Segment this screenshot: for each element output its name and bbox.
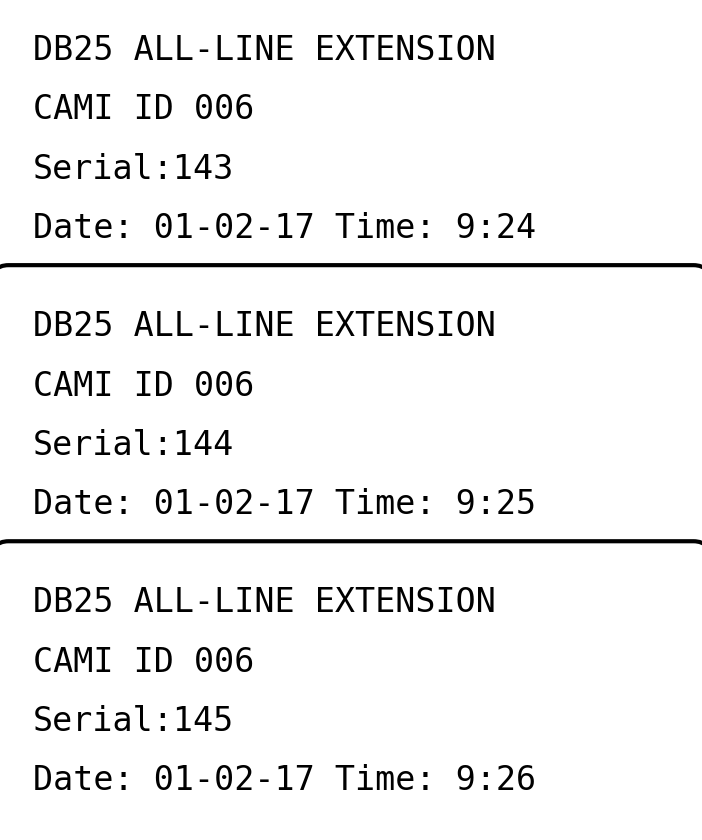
Text: Date: 01-02-17 Time: 9:26: Date: 01-02-17 Time: 9:26	[33, 764, 536, 797]
Text: Serial:143: Serial:143	[33, 153, 234, 186]
FancyBboxPatch shape	[0, 0, 702, 299]
Text: DB25 ALL-LINE EXTENSION: DB25 ALL-LINE EXTENSION	[33, 586, 496, 619]
Text: DB25 ALL-LINE EXTENSION: DB25 ALL-LINE EXTENSION	[33, 310, 496, 344]
Text: CAMI ID 006: CAMI ID 006	[33, 370, 254, 402]
FancyBboxPatch shape	[0, 541, 702, 840]
Text: Date: 01-02-17 Time: 9:25: Date: 01-02-17 Time: 9:25	[33, 488, 536, 522]
Text: DB25 ALL-LINE EXTENSION: DB25 ALL-LINE EXTENSION	[33, 34, 496, 67]
Text: CAMI ID 006: CAMI ID 006	[33, 93, 254, 127]
Text: CAMI ID 006: CAMI ID 006	[33, 646, 254, 679]
Text: Serial:145: Serial:145	[33, 705, 234, 738]
Text: Serial:144: Serial:144	[33, 429, 234, 462]
FancyBboxPatch shape	[0, 265, 702, 575]
Text: Date: 01-02-17 Time: 9:24: Date: 01-02-17 Time: 9:24	[33, 213, 536, 245]
